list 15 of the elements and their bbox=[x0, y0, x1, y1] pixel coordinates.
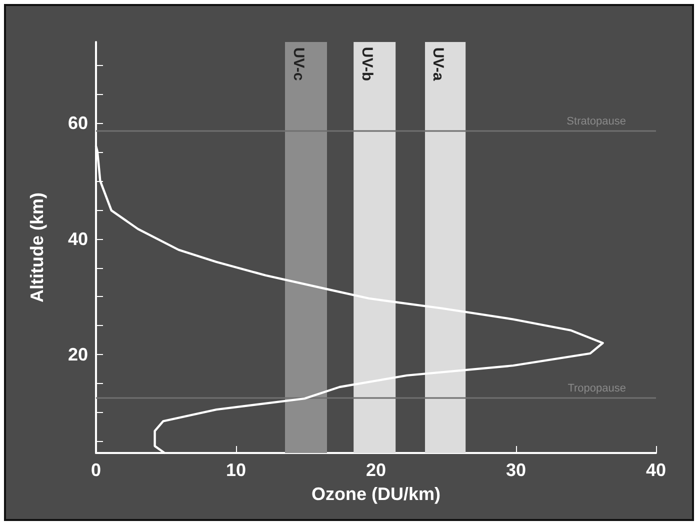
y-tick-label: 60 bbox=[68, 113, 88, 134]
ref-line-label: Tropopause bbox=[568, 382, 626, 395]
x-tick-label: 40 bbox=[646, 460, 666, 480]
x-tick-label: 0 bbox=[90, 460, 102, 480]
band-label: UV-b bbox=[358, 46, 376, 82]
x-axis-title: Ozone (DU/km) bbox=[311, 484, 441, 504]
x-tick-label: 10 bbox=[226, 460, 246, 480]
y-axis-title: Altitude (km) bbox=[27, 192, 47, 302]
x-tick-label: 30 bbox=[506, 460, 526, 480]
ref-line-label: Stratopause bbox=[566, 116, 626, 128]
band-label: UV-c bbox=[290, 47, 307, 81]
x-tick-label: 20 bbox=[366, 460, 386, 480]
y-tick-label: 40 bbox=[68, 228, 88, 249]
y-tick-label: 20 bbox=[68, 344, 88, 365]
band-label: UV-a bbox=[429, 47, 446, 82]
